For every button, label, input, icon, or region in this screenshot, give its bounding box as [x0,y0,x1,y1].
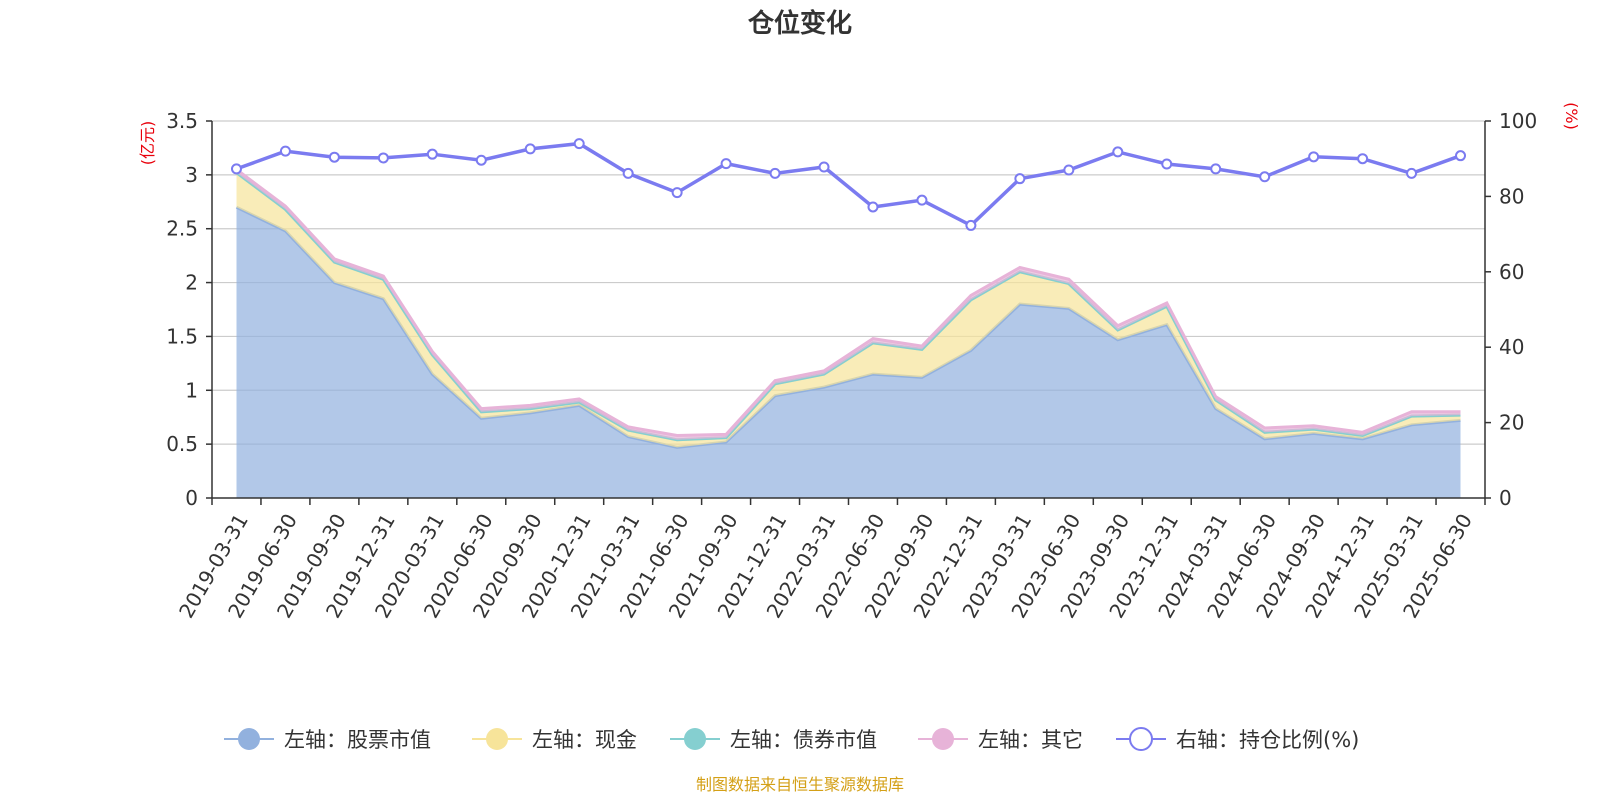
legend-marker [684,728,706,750]
holding-ratio-line [230,138,1467,231]
area-左轴：股票市值 [236,207,1461,498]
ratio-point [1308,151,1320,163]
ratio-point [916,194,928,206]
ratio-point [965,219,977,231]
data-source-note: 制图数据来自恒生聚源数据库 [696,775,904,794]
right-axis-tick-label: 40 [1499,335,1524,359]
ratio-point [622,167,634,179]
right-axis-unit: (%) [1562,102,1581,130]
area-line-左轴：其它 [235,168,1461,438]
ratio-point [1161,158,1173,170]
left-axis-tick-label: 2 [185,271,198,295]
ratio-point [426,148,438,160]
ratio-point [818,161,830,173]
legend-item: 左轴：股票市值 [224,728,431,752]
legend: 左轴：股票市值 左轴：现金 左轴：债券市值 左轴：其它 右轴：持仓比例(%) [224,727,1359,752]
ratio-point [1455,150,1467,162]
left-axis-tick-label: 3.5 [166,109,198,133]
ratio-point [524,143,536,155]
legend-label: 右轴：持仓比例(%) [1176,728,1359,752]
ratio-point [867,201,879,213]
legend-item: 右轴：持仓比例(%) [1116,727,1359,752]
legend-marker [238,728,260,750]
legend-marker [1129,727,1153,751]
ratio-point [475,154,487,166]
ratio-point [1259,171,1271,183]
legend-item: 左轴：债券市值 [670,728,877,752]
ratio-point [573,138,585,150]
ratio-point [328,151,340,163]
legend-label: 左轴：现金 [532,728,637,752]
ratio-point [230,163,242,175]
legend-marker [486,728,508,750]
ratio-point [769,167,781,179]
ratio-point [720,158,732,170]
right-axis-tick-label: 100 [1499,109,1537,133]
legend-label: 左轴：其它 [978,728,1083,752]
ratio-point [1357,153,1369,165]
left-axis-tick-label: 1 [185,378,198,402]
legend-label: 左轴：股票市值 [284,728,431,752]
ratio-point [1406,167,1418,179]
ratio-point [377,152,389,164]
ratio-line-path [235,141,1462,228]
left-axis-tick-label: 0.5 [166,432,198,456]
ratio-point [1112,146,1124,158]
legend-marker [932,728,954,750]
ratio-point [279,145,291,157]
legend-item: 左轴：其它 [918,728,1083,752]
chart-title: 仓位变化 [747,8,852,39]
left-axis-tick-label: 2.5 [166,217,198,241]
ratio-point [1014,173,1026,185]
stacked-areas [235,168,1461,498]
right-axis-tick-label: 0 [1499,486,1512,510]
right-axis-tick-label: 80 [1499,184,1524,208]
left-axis-unit: (亿元) [138,121,157,166]
ratio-point [671,187,683,199]
left-axis-tick-label: 0 [185,486,198,510]
ratio-point [1210,163,1222,175]
legend-item: 左轴：现金 [472,728,637,752]
left-axis-tick-label: 1.5 [166,324,198,348]
left-axis-tick-label: 3 [185,163,198,187]
legend-label: 左轴：债券市值 [730,728,877,752]
ratio-point [1063,164,1075,176]
right-axis-tick-label: 60 [1499,260,1524,284]
right-axis-tick-label: 20 [1499,411,1524,435]
